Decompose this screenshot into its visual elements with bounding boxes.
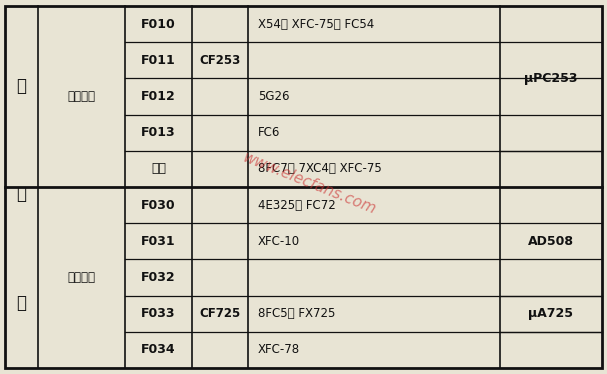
Text: 高精度型: 高精度型 [67,271,95,284]
Text: CF725: CF725 [199,307,240,320]
Text: 其它: 其它 [151,162,166,175]
Text: F010: F010 [141,18,176,31]
Text: XFC-78: XFC-78 [258,343,300,356]
Text: 特: 特 [16,77,27,95]
Text: 8FC5， FX725: 8FC5， FX725 [258,307,336,320]
Text: μA725: μA725 [529,307,574,320]
Text: XFC-10: XFC-10 [258,235,300,248]
Text: F034: F034 [141,343,176,356]
Text: μPC253: μPC253 [524,72,578,85]
Text: 殊: 殊 [16,185,27,203]
Text: F013: F013 [141,126,176,139]
Text: F011: F011 [141,54,176,67]
Text: X54， XFC-75， FC54: X54， XFC-75， FC54 [258,18,375,31]
Text: 4E325， FC72: 4E325， FC72 [258,199,336,212]
Text: F012: F012 [141,90,176,103]
Text: 低功耗型: 低功耗型 [67,90,95,103]
Text: AD508: AD508 [528,235,574,248]
Text: 型: 型 [16,294,27,312]
Text: CF253: CF253 [199,54,240,67]
Text: 8FC7， 7XC4； XFC-75: 8FC7， 7XC4； XFC-75 [258,162,382,175]
Text: www.elecfans.com: www.elecfans.com [241,150,379,218]
Text: F033: F033 [141,307,176,320]
Text: F032: F032 [141,271,176,284]
Text: F030: F030 [141,199,176,212]
Text: FC6: FC6 [258,126,280,139]
Text: F031: F031 [141,235,176,248]
Text: 5G26: 5G26 [258,90,290,103]
